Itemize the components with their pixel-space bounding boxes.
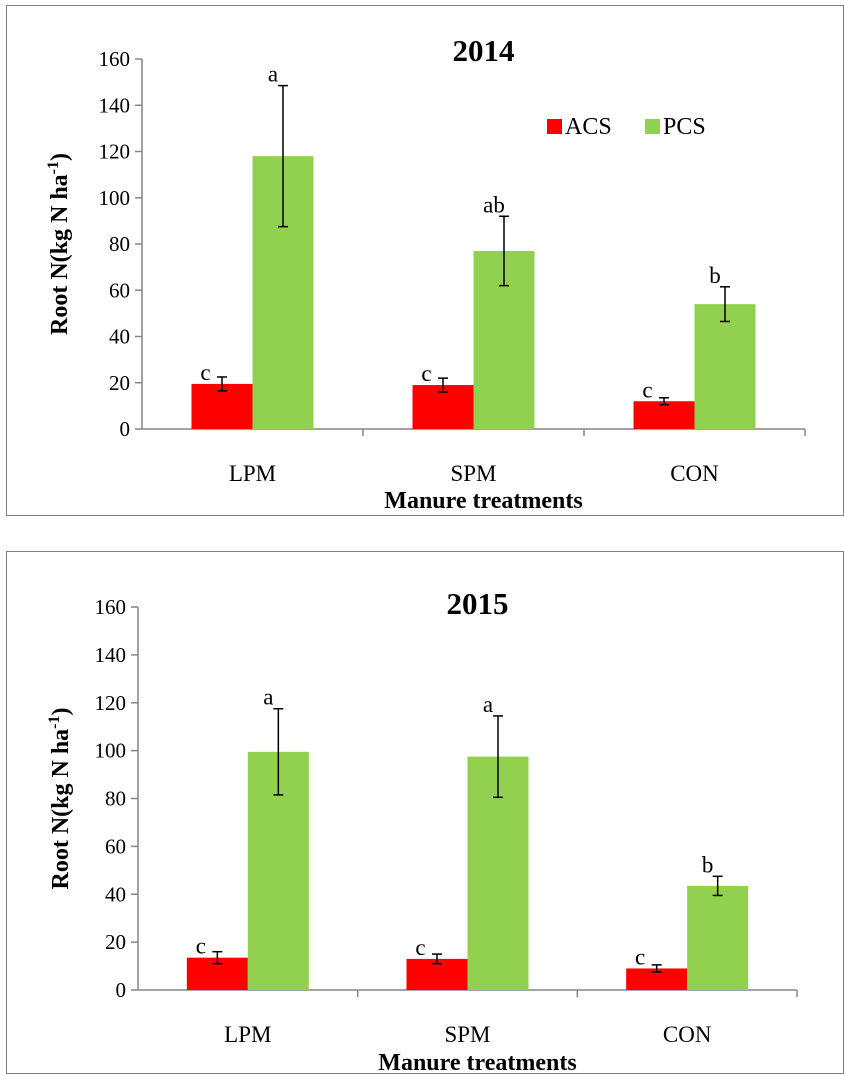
x-category-label: SPM bbox=[450, 461, 496, 486]
significance-label: c bbox=[635, 944, 645, 969]
y-axis-label-text: Root N(kg N ha bbox=[48, 729, 74, 890]
y-axis-label: Root N(kg N ha-1) bbox=[45, 153, 73, 335]
significance-label: a bbox=[483, 692, 493, 717]
y-tick-label: 20 bbox=[109, 371, 130, 395]
x-category-label: SPM bbox=[444, 1022, 490, 1047]
significance-label: a bbox=[263, 685, 273, 710]
legend-swatch-acs bbox=[547, 119, 562, 134]
y-axis-label-text: Root N(kg N ha bbox=[47, 174, 73, 335]
chart-2015: 2015 0 20 40 60 80 100 120 140 160 Root N(kg N ha-… bbox=[46, 586, 798, 1075]
y-tick-label: 40 bbox=[109, 325, 130, 349]
significance-label: c bbox=[196, 934, 206, 959]
y-tick-label: 20 bbox=[105, 930, 126, 954]
y-tick-label: 0 bbox=[116, 978, 127, 1002]
y-tick-label: 100 bbox=[95, 739, 127, 763]
significance-label: c bbox=[421, 361, 431, 386]
chart-title: 2014 bbox=[453, 33, 515, 68]
y-axis-label-superscript: -1 bbox=[45, 161, 62, 174]
y-tick-label: 120 bbox=[99, 140, 131, 164]
y-tick-label: 120 bbox=[95, 691, 127, 715]
chart-panel-2014: 2014 0 20 40 60 80 100 120 140 160 Root N(kg N ha-… bbox=[6, 5, 844, 516]
y-axis-label-close: ) bbox=[47, 153, 73, 161]
x-category-label: LPM bbox=[224, 1022, 271, 1047]
y-tick-label: 100 bbox=[99, 186, 131, 210]
bar-acs-con bbox=[633, 401, 695, 429]
x-category-label: LPM bbox=[229, 461, 276, 486]
legend-swatch-pcs bbox=[645, 119, 660, 134]
chart-panel-2015: 2015 0 20 40 60 80 100 120 140 160 Root N(kg N ha-… bbox=[6, 551, 844, 1075]
y-tick-label: 160 bbox=[95, 595, 127, 619]
y-axis-label-close: ) bbox=[48, 707, 74, 715]
x-category-label: CON bbox=[663, 1022, 712, 1047]
significance-label: b bbox=[702, 852, 714, 877]
y-tick-label: 60 bbox=[105, 834, 126, 858]
y-tick-label: 80 bbox=[109, 232, 130, 256]
y-tick-label: 60 bbox=[109, 278, 130, 302]
y-tick-label: 140 bbox=[95, 643, 127, 667]
chart-2014: 2014 0 20 40 60 80 100 120 140 160 Root N(kg N ha-… bbox=[45, 33, 806, 514]
bar-acs-con bbox=[626, 968, 688, 990]
significance-label: a bbox=[268, 62, 278, 87]
y-tick-label: 0 bbox=[120, 417, 131, 441]
legend-label-pcs: PCS bbox=[663, 114, 706, 140]
significance-label: c bbox=[642, 377, 652, 402]
y-axis-label-superscript: -1 bbox=[46, 715, 63, 728]
y-axis-label: Root N(kg N ha-1) bbox=[46, 707, 74, 889]
y-tick-label: 140 bbox=[99, 93, 131, 117]
chart-title: 2015 bbox=[447, 586, 509, 621]
legend-label-acs: ACS bbox=[565, 114, 612, 140]
significance-label: b bbox=[709, 263, 721, 288]
x-axis-label: Manure treatments bbox=[378, 1050, 576, 1075]
x-category-label: CON bbox=[670, 461, 719, 486]
y-tick-label: 160 bbox=[99, 47, 131, 71]
significance-label: c bbox=[200, 360, 210, 385]
x-axis-label: Manure treatments bbox=[384, 488, 582, 514]
bar-pcs-con bbox=[687, 885, 749, 990]
y-tick-label: 40 bbox=[105, 882, 126, 906]
significance-label: c bbox=[415, 935, 425, 960]
y-tick-label: 80 bbox=[105, 787, 126, 811]
bar-pcs-con bbox=[694, 304, 756, 429]
significance-label: ab bbox=[483, 192, 505, 217]
